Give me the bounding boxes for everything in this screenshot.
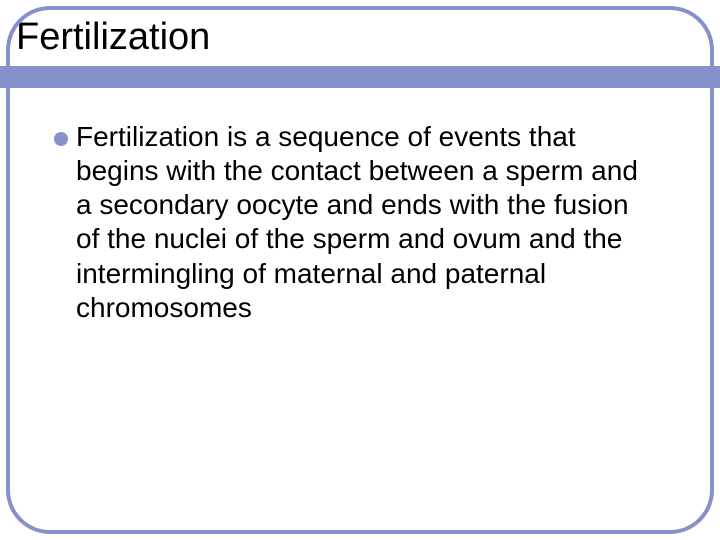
bullet-icon <box>54 132 68 146</box>
slide-title: Fertilization <box>0 16 210 59</box>
title-bar: Fertilization <box>0 6 720 68</box>
bullet-item: Fertilization is a sequence of events th… <box>54 120 656 325</box>
content-area: Fertilization is a sequence of events th… <box>54 120 656 325</box>
title-underline <box>0 66 720 88</box>
slide-container: Fertilization Fertilization is a sequenc… <box>0 0 720 540</box>
bullet-text: Fertilization is a sequence of events th… <box>76 120 656 325</box>
